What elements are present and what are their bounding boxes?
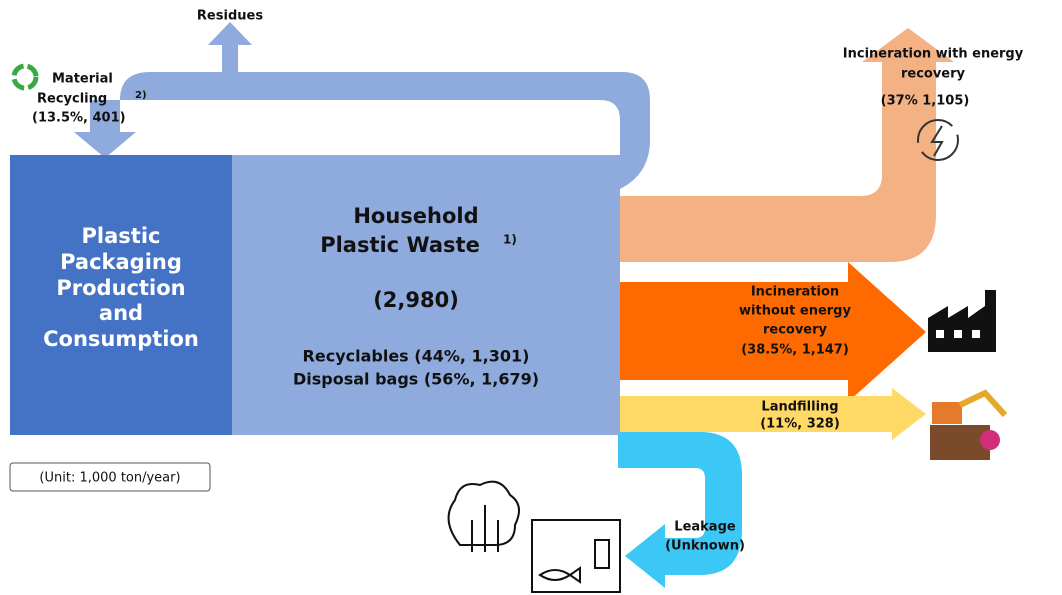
energy-recovery-flow	[618, 28, 954, 262]
leakage-amount: (Unknown)	[665, 539, 745, 554]
ocean-icon	[532, 520, 620, 592]
unit-label: (Unit: 1,000 ton/year)	[39, 471, 180, 486]
household-note: 1)	[503, 233, 517, 247]
household-total: (2,980)	[373, 288, 459, 312]
no-energy-label: without energy	[739, 304, 851, 319]
landfill-amount: (11%, 328)	[760, 417, 840, 432]
diagram: Residues Material Recycling 2) (13.5%, 4…	[0, 0, 1062, 595]
energy-recovery-label: recovery	[901, 67, 966, 82]
no-energy-amount: (38.5%, 1,147)	[741, 343, 849, 358]
recycling-amount: (13.5%, 401)	[32, 111, 126, 126]
production-label: and	[99, 301, 143, 325]
factory-icon	[928, 290, 996, 352]
production-label: Packaging	[60, 250, 182, 274]
recycling-note: 2)	[135, 90, 147, 101]
recyclables-text: Recyclables (44%, 1,301)	[303, 347, 530, 366]
residues-arrow	[208, 22, 252, 72]
leakage-flow	[618, 432, 742, 588]
no-energy-label: recovery	[763, 323, 828, 338]
landfill-label: Landfilling	[761, 400, 838, 415]
production-label: Production	[56, 276, 185, 300]
recycling-label: Recycling	[37, 92, 107, 107]
production-label: Consumption	[43, 327, 199, 351]
energy-recovery-amount: (37% 1,105)	[881, 94, 970, 109]
recycling-label: Material	[52, 72, 113, 87]
residues-label: Residues	[197, 9, 263, 24]
disposal-text: Disposal bags (56%, 1,679)	[293, 370, 539, 389]
household-title: Household	[353, 204, 478, 228]
leakage-label: Leakage	[674, 520, 736, 535]
energy-recovery-label: Incineration with energy	[843, 47, 1024, 62]
landfill-icon	[930, 393, 1005, 460]
household-title: Plastic Waste	[320, 233, 480, 257]
no-energy-label: Incineration	[751, 285, 839, 300]
tree-icon	[449, 482, 519, 552]
production-label: Plastic	[82, 224, 161, 248]
recycle-icon	[14, 66, 36, 88]
